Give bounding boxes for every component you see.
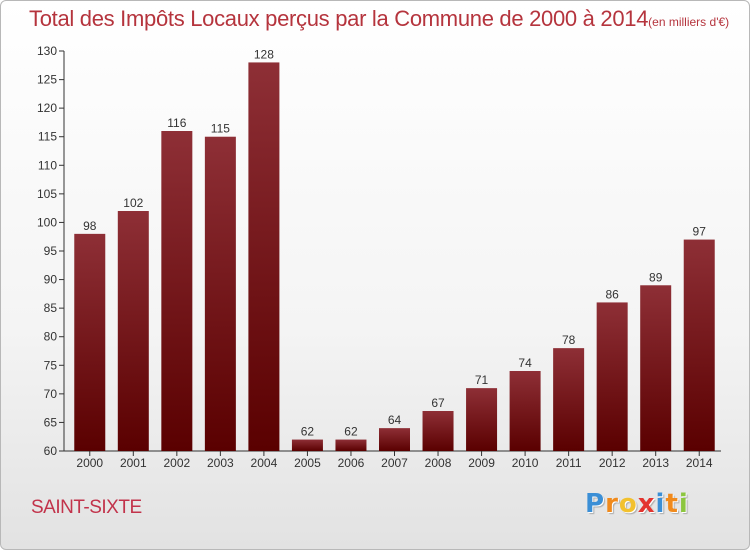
bar-2008 — [422, 411, 454, 451]
bar-value-label: 71 — [475, 373, 489, 387]
bar-value-label: 86 — [605, 287, 619, 301]
bar-2005 — [291, 439, 323, 451]
logo-letter: x — [637, 489, 656, 519]
x-tick-label: 2013 — [642, 456, 669, 470]
bar-2003 — [204, 136, 236, 451]
chart-title-text: Total des Impôts Locaux perçus par la Co… — [29, 6, 649, 31]
x-tick-label: 2001 — [120, 456, 147, 470]
bar-2004 — [248, 62, 280, 452]
bar-value-label: 128 — [254, 47, 274, 61]
x-tick-label: 2002 — [163, 456, 190, 470]
y-tick-label: 120 — [37, 101, 57, 115]
bar-2012 — [596, 302, 628, 451]
bar-value-label: 102 — [123, 196, 143, 210]
logo-letter: i — [678, 489, 689, 519]
logo-letter: t — [665, 489, 679, 519]
bar-value-label: 115 — [211, 122, 230, 136]
x-tick-label: 2006 — [338, 456, 365, 470]
bar-value-label: 98 — [83, 219, 97, 233]
y-tick-label: 65 — [44, 415, 58, 429]
bar-2013 — [640, 285, 672, 451]
proxiti-logo: Proxiti — [585, 489, 689, 519]
logo-letter: o — [618, 489, 638, 519]
x-tick-label: 2000 — [76, 456, 103, 470]
y-tick-label: 90 — [44, 273, 58, 287]
chart-unit: (en milliers d'€) — [648, 15, 730, 29]
y-tick-label: 75 — [44, 358, 58, 372]
bar-2011 — [553, 348, 585, 451]
x-tick-label: 2009 — [468, 456, 495, 470]
bar-value-label: 74 — [518, 356, 532, 370]
y-tick-label: 70 — [44, 387, 58, 401]
y-tick-label: 115 — [38, 130, 57, 144]
y-tick-label: 60 — [44, 444, 58, 458]
bar-value-label: 62 — [344, 425, 358, 439]
bar-2002 — [161, 131, 193, 451]
logo-letter: i — [655, 489, 666, 519]
x-tick-label: 2003 — [207, 456, 234, 470]
bars — [74, 62, 715, 452]
y-tick-label: 100 — [37, 215, 57, 229]
bar-value-label: 62 — [301, 425, 315, 439]
bar-value-label: 78 — [562, 333, 576, 347]
y-tick-label: 95 — [44, 244, 58, 258]
data-labels: 98 102 116 115 128 62 62 64 67 71 74 78 86 89 97 — [83, 47, 706, 438]
y-tick-label: 130 — [37, 44, 57, 58]
y-axis: 60 65 70 75 80 85 90 95 100 105 110 115 120 125 130 — [37, 44, 65, 458]
bar-value-label: 67 — [431, 396, 445, 410]
logo-letter: r — [605, 489, 619, 519]
x-tick-label: 2014 — [686, 456, 713, 470]
y-tick-label: 80 — [44, 330, 58, 344]
commune-name: SAINT-SIXTE — [31, 497, 142, 518]
bar-2007 — [379, 428, 410, 451]
bar-value-label: 89 — [649, 270, 663, 284]
bar-2006 — [335, 439, 367, 451]
x-tick-label: 2010 — [512, 456, 539, 470]
bar-2001 — [117, 211, 149, 451]
y-tick-label: 85 — [44, 301, 58, 315]
bar-value-label: 116 — [167, 116, 186, 130]
y-tick-label: 110 — [38, 158, 57, 172]
x-tick-label: 2007 — [381, 456, 408, 470]
x-tick-label: 2012 — [599, 456, 626, 470]
y-tick-label: 125 — [37, 73, 57, 87]
bar-2014 — [683, 239, 715, 451]
x-tick-label: 2011 — [556, 456, 582, 470]
x-tick-label: 2004 — [251, 456, 278, 470]
bar-value-label: 97 — [693, 225, 707, 239]
bar-2010 — [509, 371, 541, 451]
x-tick-label: 2008 — [425, 456, 452, 470]
x-tick-label: 2005 — [294, 456, 321, 470]
bar-2000 — [74, 233, 106, 451]
x-axis: 2000 2001 2002 2003 2004 2005 2006 2007 2008 2009… — [64, 450, 721, 470]
logo-letter: P — [585, 489, 606, 519]
bar-value-label: 64 — [388, 413, 402, 427]
y-tick-label: 105 — [37, 187, 57, 201]
bar-2009 — [466, 388, 498, 451]
chart-title: Total des Impôts Locaux perçus par la Co… — [29, 6, 729, 32]
